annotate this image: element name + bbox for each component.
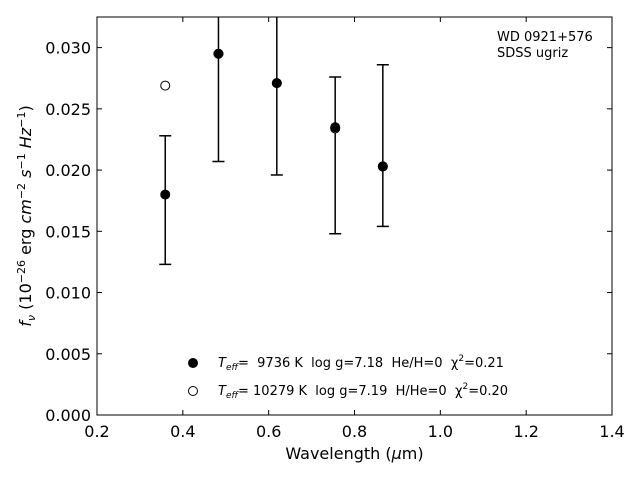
x-tick-label: 0.4 <box>170 422 195 441</box>
y-tick-label: 0.020 <box>45 161 91 180</box>
x-tick-label: 0.2 <box>84 422 109 441</box>
x-axis-label: Wavelength (μm) <box>285 444 423 463</box>
x-tick-label: 0.6 <box>256 422 281 441</box>
y-tick-label: 0.000 <box>45 406 91 425</box>
legend-entry-2: Teff= 10279 K log g=7.19 H/He=0 χ2=0.20 <box>218 382 508 401</box>
y-axis-label: fν (10−26 erg cm−2 s−1 Hz−1) <box>15 105 38 326</box>
x-tick-label: 1.2 <box>513 422 538 441</box>
y-axis-ticks: 0.000 0.005 0.010 0.015 0.020 0.025 0.030 <box>45 39 612 425</box>
y-tick-label: 0.010 <box>45 284 91 303</box>
data-point-filled <box>160 189 171 200</box>
x-tick-label: 0.8 <box>342 422 367 441</box>
x-tick-label: 1.0 <box>428 422 453 441</box>
legend-entry-1: Teff= 9736 K log g=7.18 He/H=0 χ2=0.21 <box>218 354 504 373</box>
annotation-line-1: WD 0921+576 <box>497 30 593 45</box>
y-tick-label: 0.030 <box>45 39 91 58</box>
data-point-filled <box>213 48 224 59</box>
y-tick-label: 0.025 <box>45 100 91 119</box>
error-bars <box>159 17 389 266</box>
annotation-line-2: SDSS ugriz <box>497 46 568 61</box>
data-markers <box>160 48 388 200</box>
legend-marker-open <box>188 386 198 396</box>
y-tick-label: 0.015 <box>45 222 91 241</box>
legend: Teff= 9736 K log g=7.18 He/H=0 χ2=0.21 T… <box>188 354 508 401</box>
y-tick-label: 0.005 <box>45 345 91 364</box>
x-axis-ticks: 0.2 0.4 0.6 0.8 1.0 1.2 1.4 <box>84 17 625 441</box>
data-point-filled <box>377 161 388 172</box>
legend-marker-filled <box>188 358 198 368</box>
data-point-filled <box>330 122 341 133</box>
x-tick-label: 1.4 <box>599 422 624 441</box>
data-point-open <box>160 80 171 91</box>
data-point-filled <box>271 78 282 89</box>
